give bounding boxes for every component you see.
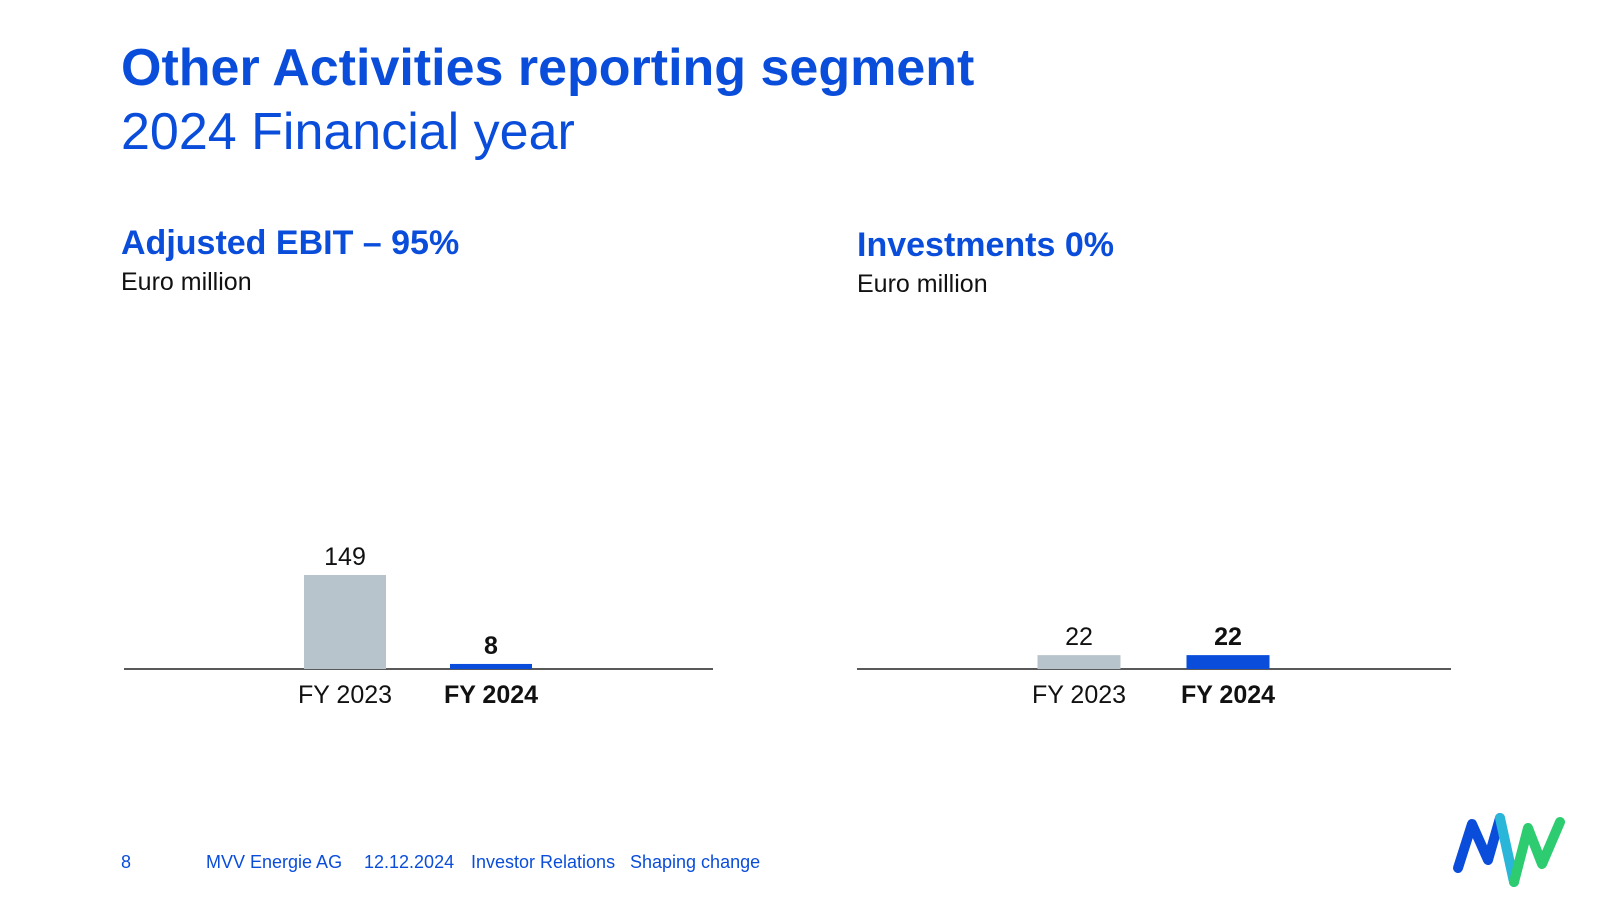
- category-label: FY 2023: [1032, 681, 1126, 709]
- ebit-chart-unit: Euro million: [121, 268, 252, 296]
- ebit-chart-title: Adjusted EBIT – 95%: [121, 224, 460, 262]
- page-title: Other Activities reporting segment: [121, 39, 975, 97]
- investments-chart-unit: Euro million: [857, 270, 988, 298]
- investments-panel: Investments 0% Euro million 22 FY 2023 22 F…: [857, 220, 1497, 740]
- logo-m-stroke: [1453, 813, 1505, 873]
- data-label: 22: [1214, 623, 1242, 651]
- bar-fy-2023: [1037, 655, 1121, 669]
- category-label: FY 2023: [298, 681, 392, 709]
- logo-v2-stroke: [1509, 817, 1565, 887]
- page-subtitle: 2024 Financial year: [121, 103, 575, 161]
- bar-fy-2023: [304, 575, 386, 669]
- data-label: 22: [1065, 623, 1093, 651]
- footer-page-number: 8: [121, 852, 132, 872]
- investments-chart-title: Investments 0%: [857, 226, 1114, 264]
- footer-company: MVV Energie AG: [206, 852, 343, 872]
- ebit-panel: Adjusted EBIT – 95% Euro million 149 FY 2…: [121, 220, 761, 740]
- investments-bar-chart: 22 FY 2023 22 FY 2024: [857, 623, 1451, 709]
- bar-fy-2024: [1186, 655, 1270, 669]
- footer-department: Investor Relations: [471, 852, 616, 872]
- category-label: FY 2024: [1181, 681, 1275, 709]
- data-label: 149: [324, 543, 366, 571]
- category-label: FY 2024: [444, 681, 538, 709]
- bar-fy-2024: [450, 663, 532, 669]
- mvv-logo: [1453, 813, 1565, 887]
- data-label: 8: [484, 632, 498, 660]
- footer-slogan: Shaping change: [630, 852, 761, 872]
- ebit-bar-chart: 149 FY 2023 8 FY 2024: [124, 543, 713, 709]
- footer-date: 12.12.2024: [364, 852, 455, 872]
